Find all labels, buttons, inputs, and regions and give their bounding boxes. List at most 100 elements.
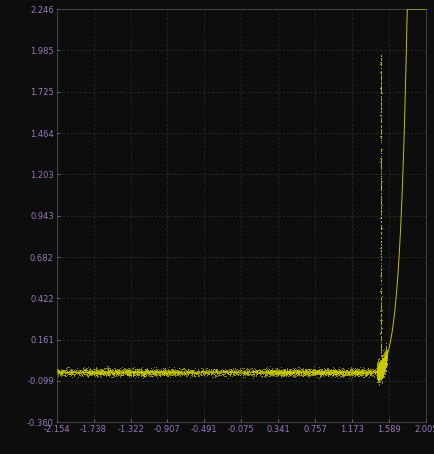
Point (355, 370, 362, 377)
Point (378, 360, 385, 367)
Point (141, 367, 148, 374)
Point (381, 363, 388, 370)
Point (315, 370, 322, 377)
Point (171, 371, 178, 378)
Point (316, 370, 322, 377)
Point (211, 366, 218, 374)
Point (98, 368, 105, 375)
Point (99, 367, 105, 375)
Point (331, 368, 338, 375)
Point (377, 89, 384, 96)
Point (315, 370, 322, 377)
Point (89, 368, 95, 375)
Point (373, 379, 380, 386)
Point (64, 370, 71, 377)
Point (128, 368, 135, 375)
Point (378, 364, 385, 371)
Point (341, 370, 348, 378)
Point (282, 369, 289, 376)
Point (231, 367, 238, 375)
Point (380, 358, 387, 365)
Point (381, 355, 388, 362)
Point (286, 367, 293, 374)
Point (377, 176, 384, 183)
Point (376, 370, 383, 378)
Point (377, 247, 384, 254)
Point (353, 365, 360, 373)
Point (373, 366, 380, 374)
Point (374, 367, 381, 375)
Point (282, 370, 289, 377)
Point (65, 370, 72, 378)
Point (337, 368, 344, 375)
Point (381, 348, 388, 355)
Point (360, 374, 367, 381)
Point (377, 147, 384, 154)
Point (371, 370, 378, 377)
Point (75, 369, 82, 376)
Point (381, 364, 388, 371)
Point (81, 369, 88, 376)
Point (191, 368, 198, 375)
Point (172, 371, 179, 379)
Point (311, 367, 318, 374)
Point (310, 371, 317, 379)
Point (332, 368, 339, 375)
Point (101, 369, 108, 376)
Point (171, 372, 178, 379)
Point (373, 373, 380, 380)
Point (145, 369, 152, 376)
Point (377, 368, 384, 375)
Point (99, 370, 106, 377)
Point (82, 367, 89, 374)
Point (141, 370, 148, 377)
Point (233, 370, 240, 378)
Point (374, 374, 381, 381)
Point (319, 369, 326, 376)
Point (247, 365, 254, 372)
Point (356, 370, 363, 377)
Point (173, 371, 180, 379)
Point (212, 366, 219, 374)
Point (167, 370, 174, 377)
Point (318, 366, 325, 374)
Point (81, 370, 88, 377)
Point (327, 370, 334, 377)
Point (377, 363, 384, 370)
Point (190, 370, 197, 377)
Point (330, 368, 337, 375)
Point (85, 369, 92, 376)
Point (176, 368, 183, 375)
Point (243, 368, 250, 375)
Point (112, 370, 119, 377)
Point (376, 367, 383, 374)
Point (322, 368, 329, 375)
Point (58, 370, 65, 378)
Point (133, 367, 140, 375)
Point (375, 368, 381, 375)
Point (378, 365, 385, 373)
Point (374, 371, 381, 379)
Point (376, 364, 383, 371)
Point (378, 363, 385, 370)
Point (54, 366, 61, 373)
Point (377, 123, 384, 130)
Point (115, 369, 122, 376)
Point (375, 370, 382, 377)
Point (379, 360, 386, 367)
Point (284, 372, 291, 380)
Point (132, 368, 139, 375)
Point (97, 366, 104, 374)
Point (274, 371, 281, 378)
Point (376, 176, 383, 183)
Point (377, 225, 384, 232)
Point (380, 368, 387, 375)
Point (313, 367, 320, 375)
Point (249, 372, 256, 380)
Point (223, 368, 230, 375)
Point (281, 370, 288, 378)
Point (191, 373, 197, 380)
Point (109, 367, 116, 374)
Point (266, 370, 273, 377)
Point (280, 368, 287, 375)
